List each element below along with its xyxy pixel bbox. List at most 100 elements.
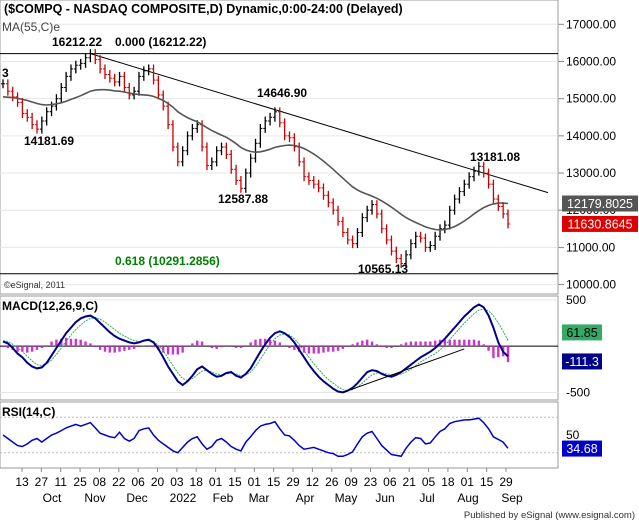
x-month-label: Jun [375,491,394,505]
chart-title: ($COMPQ - NASDAQ COMPOSITE,D) Dynamic,0:… [4,2,403,16]
x-tick-label: 15 [228,475,242,489]
price-annotations: 16212.22 0.000 (16212.22) 14181.69 14646.90… [2,35,520,276]
x-tick-label: 21 [403,475,417,489]
rsi-tag-label: 34.68 [566,442,597,456]
rsi-line [2,417,509,458]
x-month-label: Aug [457,491,478,505]
x-tick-label: 15 [267,475,281,489]
price-annotation: 0.000 (16212.22) [115,35,206,49]
x-tick-label: 01 [209,475,223,489]
ma-line [2,88,509,231]
x-tick-label: 23 [364,475,378,489]
price-tick-label: 14000.00 [566,129,616,143]
macd-line [2,303,509,394]
price-trendline [90,53,549,194]
x-month-label: Feb [213,491,234,505]
price-annotation-edge: 3 [2,66,9,80]
price-gridlines [0,23,558,286]
x-tick-label: 06 [383,475,397,489]
x-axis: 13 27 11 25 08 22 06 20 03 18 01 15 01 15 29 12 26 09 23 06… [15,468,523,505]
footer-bar [0,506,639,522]
rsi-series-line [2,417,509,458]
x-month-label: May [335,491,358,505]
x-month-label: Jul [419,491,434,505]
macd-panel-frame [0,295,559,401]
x-tick-label: 29 [499,475,513,489]
rsi-gridlines: 50 [0,416,580,454]
fibonacci-lines [0,53,558,275]
x-tick-label: 03 [170,475,184,489]
x-month-label: 2022 [170,491,197,505]
rsi-label: RSI(14,C) [2,405,55,419]
trendline [90,53,549,194]
macd-tag-box [562,324,602,341]
x-tick-label: 29 [286,475,300,489]
x-month-label: Oct [43,491,62,505]
price-tick-label: 11000.00 [566,240,615,254]
macd-trendline [342,348,465,393]
copyright: ©eSignal, 2011 [4,280,65,290]
price-tick-label: 16000.00 [566,54,616,68]
price-bars [1,49,510,269]
x-tick-label: 26 [325,475,339,489]
x-tick-label: 22 [112,475,126,489]
macd-gridlines: 500 -500 [0,293,590,399]
x-tick-label: 20 [151,475,165,489]
price-annotation: 12587.88 [218,192,268,206]
x-tick-label: 11 [54,475,67,489]
macd-signal-line [2,308,509,392]
price-annotation: 14646.90 [257,86,307,100]
footer-credit: Published by eSignal (www.esignal.com) [464,510,635,521]
x-tick-label: 15 [480,475,494,489]
macd-panel: 500 -500 61.85 -111.3 MACD(12,26,9,C) [0,293,602,401]
x-tick-label: 01 [248,475,262,489]
x-tick-label: 13 [15,475,29,489]
x-tick-label: 05 [422,475,436,489]
macd-trendline-segment [342,348,465,393]
x-tick-label: 27 [35,475,49,489]
price-panel: 10000.0011000.0012000.0013000.0014000.00… [0,0,638,295]
price-annotation: 10565.13 [358,262,408,276]
price-tick-label: 15000.00 [566,92,616,106]
x-month-label: Sep [501,491,523,505]
x-tick-label: 12 [306,475,320,489]
rsi-tags: 34.68 [562,440,602,457]
x-tick-label: 08 [93,475,107,489]
x-tick-label: 01 [461,475,475,489]
price-axis-ticks: 10000.0011000.0012000.0013000.0014000.00… [558,17,616,292]
x-tick-label: 18 [441,475,455,489]
rsi-panel-frame [0,401,559,469]
x-month-label: Apr [296,491,315,505]
x-month-label: Mar [249,491,270,505]
macd-tag-box [562,353,602,370]
rsi-tag-box [562,440,602,457]
price-tick-label: 13000.00 [566,166,616,180]
x-tick-label: 06 [131,475,145,489]
rsi-panel: 50 34.68 RSI(14,C) [0,401,602,469]
macd-tick-label: 500 [566,293,586,307]
ma-label: MA(55,C)e [2,20,60,34]
macd-tags: 61.85 -111.3 [562,324,602,370]
price-tick-label: 17000.00 [566,17,616,31]
price-tag-label: 11630.8645 [567,217,632,231]
price-annotation: 16212.22 [52,35,102,49]
price-tag-box [562,215,638,232]
macd-label: MACD(12,26,9,C) [2,299,98,313]
x-tick-label: 18 [190,475,204,489]
price-tag-box [562,195,638,212]
x-tick-label: 09 [344,475,358,489]
ma55-line [2,88,509,231]
x-month-label: Nov [84,491,105,505]
x-tick-label: 25 [73,475,87,489]
price-tag-label: 12179.8025 [567,197,633,211]
macd-lines [2,303,509,394]
macd-tag-label: -111.3 [565,355,599,369]
price-annotation: 0.618 (10291.2856) [115,254,220,268]
rsi-tick-label: 50 [566,428,580,442]
price-tick-label: 10000.00 [566,278,616,292]
price-annotation: 14181.69 [24,134,74,148]
macd-tick-label: -500 [566,385,590,399]
price-tags: 12179.8025 11630.8645 [562,195,638,232]
x-month-label: Dec [126,491,147,505]
macd-tag-label: 61.85 [566,326,597,340]
